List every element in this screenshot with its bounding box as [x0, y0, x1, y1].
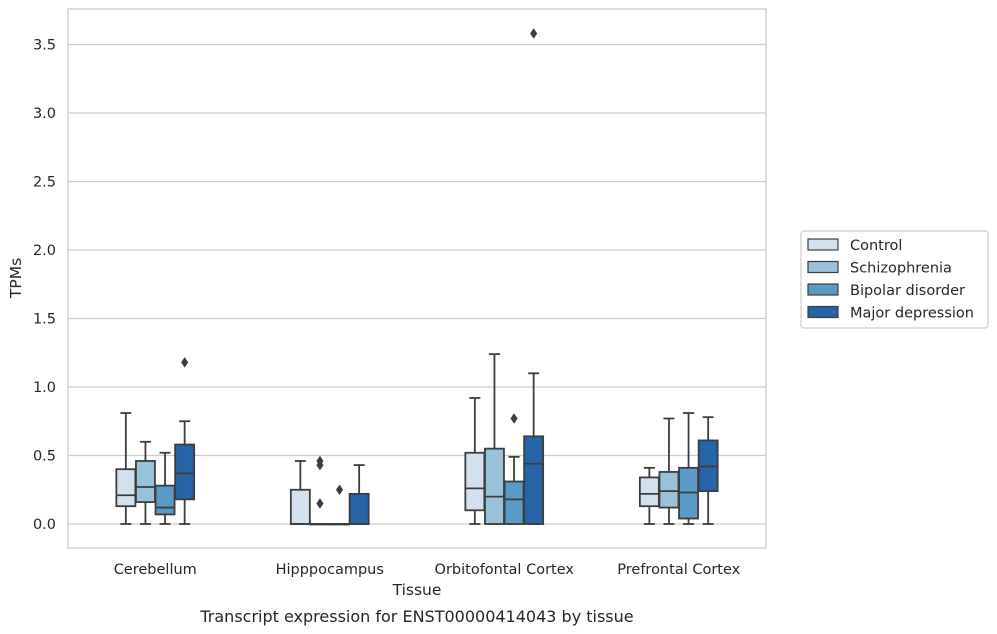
- legend-label: Major depression: [850, 306, 974, 322]
- y-tick-label: 0.0: [33, 517, 56, 533]
- x-tick-label: Prefrontal Cortex: [617, 562, 740, 578]
- box-control: [115, 412, 137, 525]
- box-bipolar-disorder: [678, 412, 699, 525]
- box-iqr: [154, 484, 176, 516]
- box-iqr: [464, 451, 486, 512]
- box-iqr: [174, 443, 196, 501]
- outlier-point: [335, 484, 344, 495]
- x-axis-label: Tissue: [392, 581, 442, 599]
- legend-label: Schizophrenia: [850, 261, 952, 277]
- outlier-point: [181, 357, 189, 368]
- box-major-depression: [174, 357, 196, 525]
- box-schizophrenia: [135, 440, 156, 525]
- y-tick-label: 3.0: [33, 106, 56, 122]
- outlier-point: [316, 459, 324, 471]
- legend-swatch: [807, 238, 839, 251]
- box-iqr: [484, 447, 505, 525]
- legend-label: Control: [850, 238, 902, 254]
- x-tick-labels: Cerebellum Hipppocampus Orbitofontal Corte…: [114, 562, 741, 578]
- box-iqr: [348, 492, 370, 525]
- y-tick-label: 2.0: [33, 243, 56, 259]
- box-iqr: [638, 476, 660, 508]
- box-iqr: [658, 471, 680, 509]
- y-tick-label: 2.5: [33, 175, 56, 191]
- box-iqr: [289, 488, 311, 525]
- box-major-depression: [697, 416, 719, 525]
- legend-swatch: [807, 305, 839, 319]
- outlier-point: [510, 413, 518, 424]
- x-tick-label: Hipppocampus: [276, 562, 384, 578]
- y-axis-label: TPMs: [7, 258, 25, 299]
- y-tick-label: 1.0: [33, 380, 56, 396]
- box-schizophrenia: [309, 455, 331, 526]
- box-bipolar-disorder: [154, 451, 176, 525]
- box-major-depression: [523, 28, 545, 525]
- outlier-point: [530, 28, 538, 39]
- box-schizophrenia: [658, 417, 680, 525]
- box-plots: [115, 28, 719, 526]
- legend-swatch: [807, 260, 839, 274]
- box-schizophrenia: [484, 353, 505, 525]
- plot-frame: [67, 8, 767, 549]
- y-tick-label: 1.5: [33, 312, 56, 328]
- y-tick-label: 3.5: [33, 38, 56, 54]
- legend: Control Schizophrenia Bipolar disorder Majo…: [800, 230, 989, 329]
- box-control: [638, 466, 660, 525]
- box-bipolar-disorder: [503, 413, 525, 525]
- box-iqr: [135, 460, 156, 503]
- legend-frame: [800, 230, 989, 329]
- box-bipolar-disorder: [329, 484, 350, 526]
- box-control: [289, 460, 311, 525]
- x-tick-label: Cerebellum: [114, 562, 197, 578]
- y-tick-labels: 0.0 0.5 1.0 1.5 2.0 2.5 3.0 3.5: [33, 38, 56, 534]
- box-iqr: [523, 435, 545, 525]
- legend-swatch: [807, 283, 839, 296]
- chart-caption: Transcript expression for ENST0000041404…: [199, 607, 633, 626]
- x-tick-label: Orbitofontal Cortex: [435, 562, 575, 578]
- box-iqr: [503, 480, 525, 525]
- gridlines: [68, 43, 766, 525]
- box-control: [464, 397, 486, 525]
- y-tick-label: 0.5: [33, 449, 56, 465]
- box-major-depression: [348, 464, 370, 525]
- outlier-point: [316, 498, 324, 509]
- legend-label: Bipolar disorder: [850, 283, 965, 299]
- box-iqr: [115, 468, 137, 508]
